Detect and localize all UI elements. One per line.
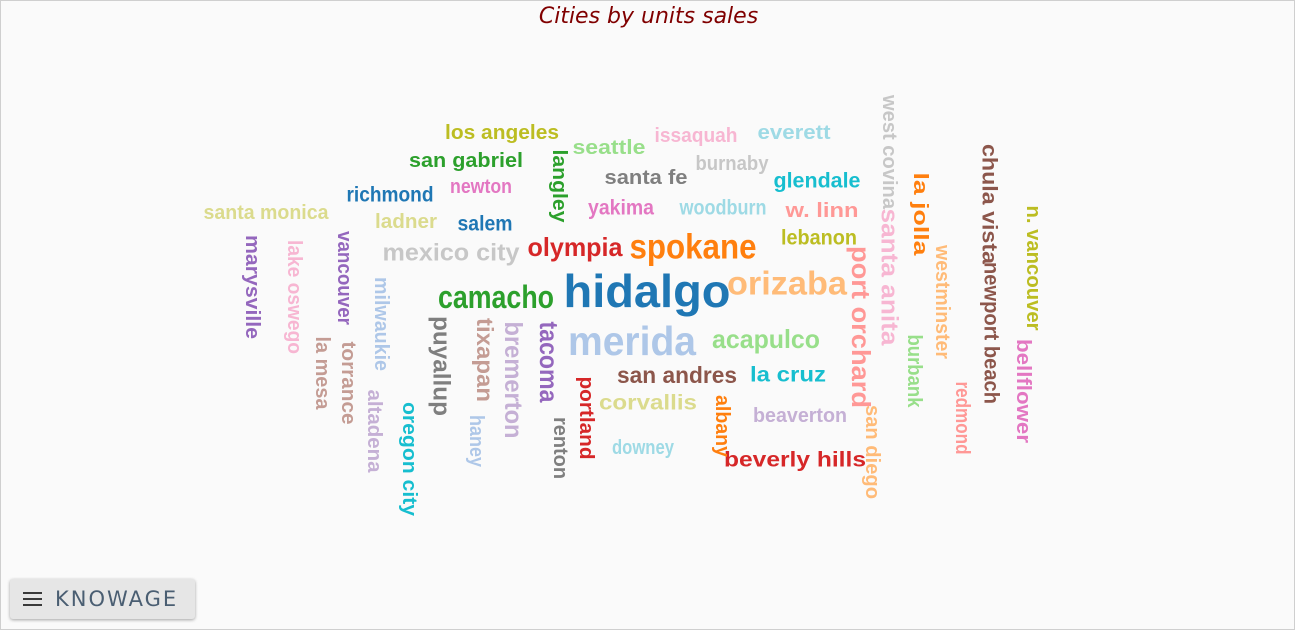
word-w-linn: w. linn [784,200,858,222]
word-beverly-hills: beverly hills [724,449,866,472]
word-altadena: altadena [363,390,385,474]
word-newton: newton [450,176,512,198]
word-port-orchard: port orchard [846,246,876,408]
word-downey: downey [612,437,675,459]
word-chula-vista: chula vista [978,144,1001,264]
word-n-vancouver: n. vancouver [1022,206,1044,331]
word-lebanon: lebanon [781,227,857,250]
word-burbank: burbank [903,335,925,409]
chart-title: Cities by units sales [538,4,759,29]
word-san-andres: san andres [617,362,737,388]
word-san-gabriel: san gabriel [409,150,523,172]
word-ladner: ladner [375,211,437,233]
word-la-mesa: la mesa [311,337,333,411]
word-everett: everett [758,122,831,144]
word-camacho: camacho [438,279,554,315]
brand-name: KNOWAGE [55,587,179,611]
word-richmond: richmond [347,184,434,207]
word-merida: merida [568,318,697,364]
word-langley: langley [548,150,570,224]
word-santa-fe: santa fe [605,167,688,189]
word-issaquah: issaquah [655,125,738,147]
word-orizaba: orizaba [727,265,848,302]
word-albany: albany [711,395,733,458]
word-tixapan: tixapan [472,318,498,402]
word-olympia: olympia [528,232,624,262]
word-glendale: glendale [774,170,861,193]
word-haney: haney [465,415,487,468]
word-woodburn: woodburn [679,197,767,220]
word-santa-monica: santa monica [204,202,330,224]
word-la-jolla: la jolla [909,173,931,257]
word-vancouver: vancouver [333,231,355,325]
word-puyallup: puyallup [428,316,455,416]
word-renton: renton [549,417,571,479]
word-santa-anita: santa anita [876,209,903,347]
word-beaverton: beaverton [753,405,847,427]
word-west-covina: west covina [878,94,900,210]
word-torrance: torrance [337,342,359,425]
word-westminster: westminster [931,244,953,359]
word-bellflower: bellflower [1012,339,1034,443]
word-spokane: spokane [630,228,757,267]
word-milwaukie: milwaukie [370,277,392,371]
word-seattle: seattle [573,137,646,159]
word-yakima: yakima [588,197,654,220]
word-salem: salem [458,213,513,236]
word-corvallis: corvallis [599,392,697,415]
word-bremerton: bremerton [499,322,527,439]
word-la-cruz: la cruz [750,364,826,387]
word-mexico-city: mexico city [383,240,521,267]
knowage-menu-button[interactable]: KNOWAGE [10,579,195,619]
word-acapulco: acapulco [712,324,820,354]
word-los-angeles: los angeles [445,122,559,144]
word-burnaby: burnaby [696,153,770,175]
word-portland: portland [575,377,597,460]
word-redmond: redmond [951,382,973,455]
word-marysville: marysville [241,235,263,339]
word-lake-oswego: lake oswego [283,240,305,354]
word-oregon-city: oregon city [398,402,420,517]
word-tacoma: tacoma [534,322,564,403]
word-hidalgo: hidalgo [564,265,731,317]
word-newport-beach: newport beach [980,262,1003,404]
hamburger-menu-icon [23,592,43,606]
word-san-diego: san diego [861,405,883,499]
